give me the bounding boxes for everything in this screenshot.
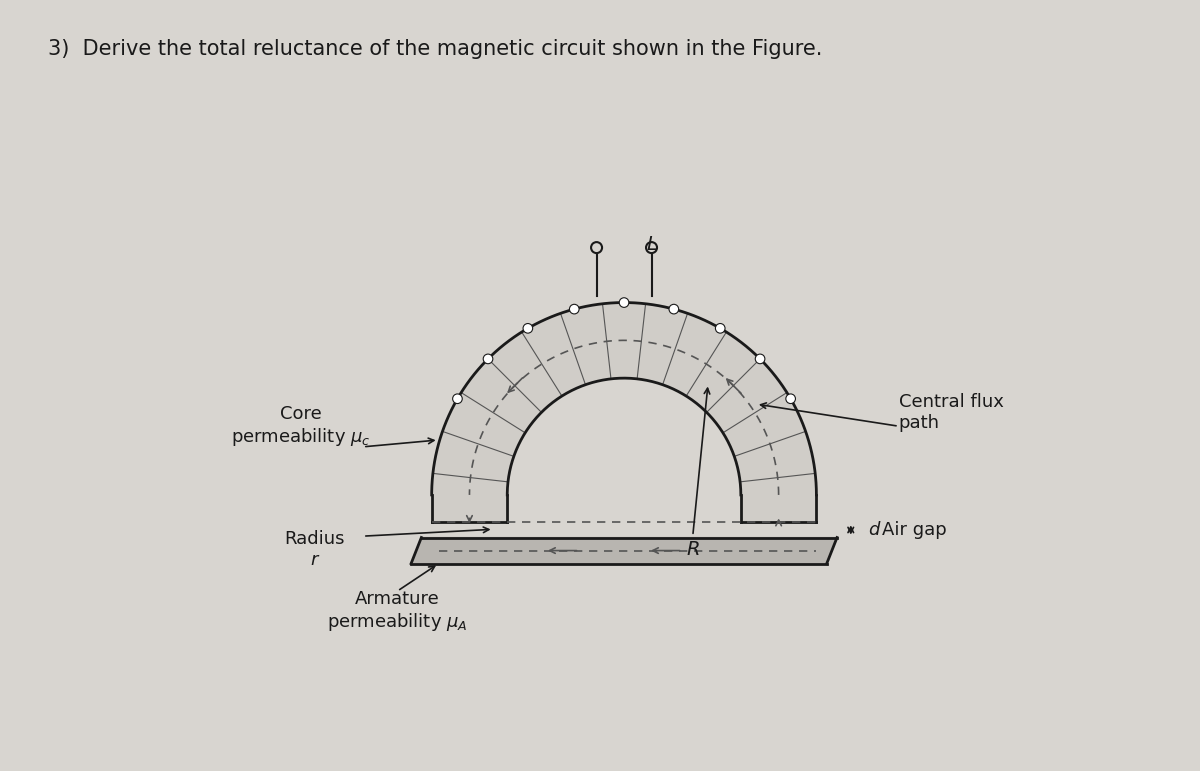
Text: $d$: $d$ bbox=[868, 521, 882, 539]
Text: 3)  Derive the total reluctance of the magnetic circuit shown in the Figure.: 3) Derive the total reluctance of the ma… bbox=[48, 39, 822, 59]
Circle shape bbox=[484, 354, 493, 364]
Text: Armature
permeability $\mu_A$: Armature permeability $\mu_A$ bbox=[328, 590, 468, 633]
Polygon shape bbox=[432, 302, 816, 495]
Polygon shape bbox=[740, 495, 816, 523]
Circle shape bbox=[646, 242, 658, 253]
Circle shape bbox=[715, 324, 725, 333]
Circle shape bbox=[619, 298, 629, 308]
Text: $R$: $R$ bbox=[686, 540, 700, 560]
Polygon shape bbox=[432, 495, 508, 523]
Text: $L$: $L$ bbox=[646, 234, 658, 254]
Circle shape bbox=[523, 324, 533, 333]
Text: Radius
$r$: Radius $r$ bbox=[284, 530, 346, 569]
Circle shape bbox=[570, 305, 580, 314]
Circle shape bbox=[592, 242, 602, 253]
Text: Air gap: Air gap bbox=[882, 521, 947, 539]
Circle shape bbox=[755, 354, 764, 364]
Circle shape bbox=[452, 394, 462, 403]
Polygon shape bbox=[412, 537, 838, 564]
Circle shape bbox=[786, 394, 796, 403]
Text: Central flux
path: Central flux path bbox=[899, 393, 1003, 432]
Text: Core
permeability $\mu_c$: Core permeability $\mu_c$ bbox=[232, 405, 371, 448]
Circle shape bbox=[670, 305, 679, 314]
